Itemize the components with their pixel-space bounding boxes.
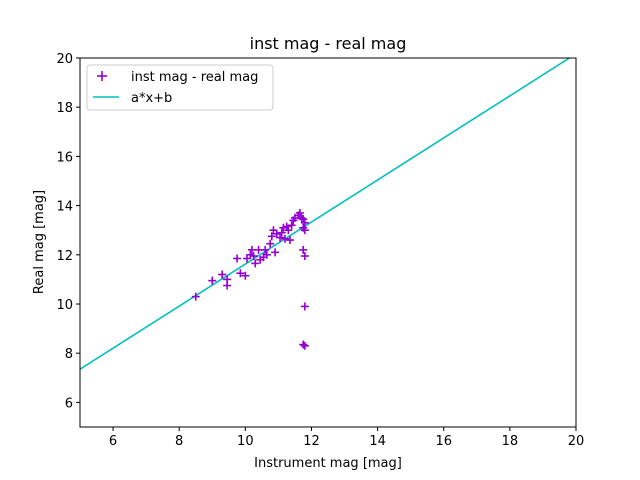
- data-point: [218, 270, 227, 279]
- y-tick-label: 8: [65, 347, 73, 362]
- y-tick-label: 6: [65, 396, 73, 411]
- data-point: [299, 340, 308, 349]
- legend-label-line: a*x+b: [131, 91, 172, 106]
- x-tick-label: 6: [109, 434, 117, 449]
- legend-box: [86, 64, 274, 111]
- x-tick-label: 12: [303, 434, 320, 449]
- ticks-layer: 6 8 10 12 14 16 18 20 6 8 10 12 14 16 18 20: [56, 52, 584, 449]
- data-point: [267, 232, 276, 241]
- data-point: [299, 245, 308, 254]
- y-axis-label: Real mag [mag]: [32, 190, 47, 294]
- plot-frame: [79, 57, 577, 428]
- data-point: [300, 341, 309, 350]
- chart-title: inst mag - real mag: [250, 34, 407, 53]
- x-tick-label: 20: [568, 434, 585, 449]
- data-point: [300, 226, 309, 235]
- data-point: [249, 252, 258, 261]
- x-tick-label: 14: [369, 434, 386, 449]
- data-point: [233, 254, 242, 263]
- data-point: [271, 248, 280, 257]
- data-point: [300, 218, 309, 227]
- y-tick-label: 20: [56, 52, 73, 67]
- y-tick-label: 18: [56, 101, 73, 116]
- data-point: [223, 275, 232, 284]
- fit-line: [80, 58, 570, 370]
- legend-label-scatter: inst mag - real mag: [131, 70, 258, 85]
- y-tick-label: 16: [56, 150, 73, 165]
- data-point: [287, 221, 296, 230]
- data-point: [191, 292, 200, 301]
- data-point: [208, 276, 217, 285]
- legend-marker-scatter: [97, 71, 107, 81]
- data-point: [241, 271, 250, 280]
- x-tick-label: 16: [435, 434, 452, 449]
- data-point: [262, 250, 271, 259]
- x-tick-label: 8: [175, 434, 183, 449]
- x-axis-label: Instrument mag [mag]: [254, 456, 402, 471]
- data-point: [236, 269, 245, 278]
- data-point: [276, 233, 285, 242]
- data-point: [281, 234, 290, 243]
- y-tick-label: 14: [56, 200, 73, 215]
- x-tick-label: 10: [237, 434, 254, 449]
- y-tick-label: 12: [56, 249, 73, 264]
- legend: inst mag - real mag a*x+b: [86, 64, 274, 111]
- data-point: [251, 259, 260, 268]
- data-point: [299, 215, 308, 224]
- data-point: [285, 236, 294, 245]
- y-tick-label: 10: [56, 298, 73, 313]
- series-layer: [80, 58, 570, 370]
- data-point: [297, 213, 306, 222]
- data-point: [282, 222, 291, 231]
- data-point: [277, 228, 286, 237]
- data-point: [300, 302, 309, 311]
- data-point: [261, 245, 270, 254]
- x-tick-label: 18: [502, 434, 519, 449]
- data-point: [300, 252, 309, 261]
- data-point: [284, 226, 293, 235]
- data-point: [295, 208, 304, 217]
- data-point: [266, 239, 275, 248]
